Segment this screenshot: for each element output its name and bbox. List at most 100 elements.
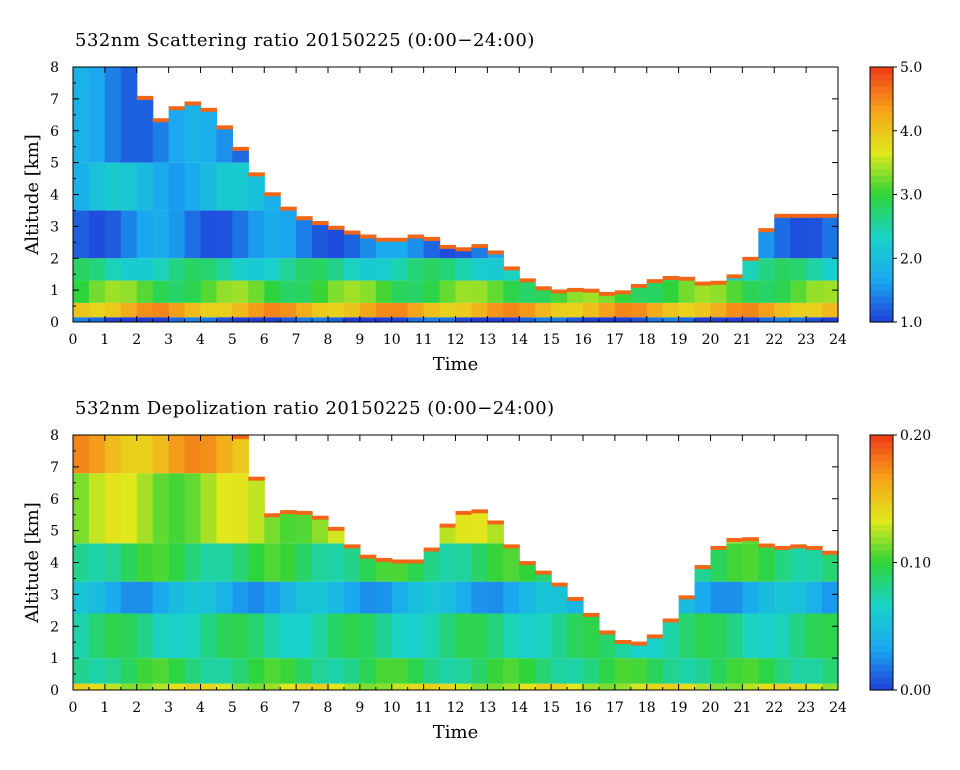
heatmap-cell	[312, 658, 329, 684]
heatmap-cell	[104, 258, 122, 281]
heatmap-cell	[646, 637, 664, 659]
colorbar-segment	[870, 98, 893, 106]
heatmap-cell	[328, 543, 345, 582]
heatmap-cell	[312, 543, 329, 582]
heatmap-cell	[200, 543, 218, 582]
heatmap-cell	[598, 302, 616, 318]
heatmap-cell	[359, 258, 377, 281]
colorbar-segment	[870, 315, 893, 323]
x-tick-label: 16	[574, 700, 592, 716]
cloud-edge	[407, 234, 425, 239]
heatmap-cell	[200, 162, 218, 211]
heatmap-cell	[296, 317, 313, 322]
x-tick-label: 11	[415, 332, 433, 348]
heatmap-cell	[535, 658, 552, 684]
cloud-edge	[678, 276, 696, 281]
heatmap-cell	[232, 280, 249, 303]
heatmap-cell	[487, 658, 504, 684]
cloud-edge	[614, 639, 632, 644]
heatmap-cell	[758, 258, 775, 281]
heatmap-cell	[822, 658, 839, 684]
heatmap-cell	[726, 302, 743, 318]
heatmap-cell	[519, 683, 536, 691]
heatmap-cell	[726, 613, 743, 659]
colorbar-segment	[870, 473, 893, 481]
cloud-edge	[630, 641, 648, 646]
heatmap-cell	[248, 613, 265, 659]
heatmap-cell	[168, 543, 186, 582]
heatmap-cell	[407, 237, 425, 259]
heatmap-cell	[136, 258, 154, 281]
heatmap-cell	[359, 557, 377, 582]
heatmap-cell	[407, 658, 425, 684]
heatmap-cell	[710, 581, 728, 614]
heatmap-cell	[264, 258, 281, 281]
heatmap-cell	[280, 302, 297, 318]
heatmap-cell	[296, 613, 313, 659]
cloud-edge	[614, 290, 632, 295]
cloud-edge	[487, 520, 504, 525]
heatmap-cell	[822, 317, 839, 322]
heatmap-cell	[806, 216, 823, 259]
heatmap-cell	[232, 317, 249, 322]
heatmap-cell	[503, 683, 520, 691]
colorbar-segment	[870, 645, 893, 653]
heatmap-cell	[391, 581, 409, 614]
heatmap-cell	[551, 292, 568, 303]
x-tick-label: 10	[383, 700, 401, 716]
heatmap-cell	[471, 613, 488, 659]
heatmap-cell	[423, 683, 441, 691]
heatmap-cell	[598, 658, 616, 684]
heatmap-cell	[471, 302, 488, 318]
colorbar-segment	[870, 169, 893, 176]
chart-title: 532nm Scattering ratio 20150225 (0:00−24…	[75, 30, 535, 51]
heatmap-cell	[200, 110, 218, 163]
heatmap-cell	[583, 317, 600, 322]
colorbar-segment	[870, 162, 893, 170]
heatmap-cell	[88, 67, 106, 163]
cloud-edge	[519, 278, 536, 283]
heatmap-cell	[168, 210, 186, 259]
colorbar-segment	[870, 111, 893, 119]
cloud-edge	[551, 289, 568, 294]
heatmap-cell	[73, 543, 90, 582]
heatmap-cell	[136, 613, 154, 659]
colorbar-segment	[870, 479, 893, 487]
heatmap-cell	[662, 302, 680, 318]
heatmap-cell	[806, 658, 823, 684]
heatmap-cell	[567, 683, 584, 691]
heatmap-cell	[312, 223, 329, 259]
colorbar-segment	[870, 213, 893, 221]
heatmap-cell	[152, 280, 170, 303]
heatmap-cell	[136, 280, 154, 303]
heatmap-cell	[758, 683, 775, 691]
heatmap-cell	[471, 581, 488, 614]
heatmap-cell	[375, 683, 393, 691]
x-tick-label: 12	[447, 700, 465, 716]
heatmap-cell	[184, 210, 202, 259]
y-tick-label: 8	[50, 428, 59, 444]
heatmap-cell	[184, 435, 202, 474]
heatmap-cell	[535, 683, 552, 691]
heatmap-cell	[694, 581, 712, 614]
heatmap-cell	[232, 149, 249, 163]
colorbar-segment	[870, 441, 893, 449]
colorbar-segment	[870, 86, 893, 94]
heatmap-cell	[296, 258, 313, 281]
x-tick-label: 16	[574, 332, 592, 348]
colorbar-segment	[870, 588, 893, 595]
colorbar-segment	[870, 607, 893, 615]
heatmap-cell	[439, 581, 457, 614]
colorbar-segment	[870, 220, 893, 227]
heatmap-cell	[184, 683, 202, 691]
heatmap-cell	[296, 513, 313, 544]
heatmap-cell	[152, 613, 170, 659]
x-tick-label: 23	[797, 700, 815, 716]
colorbar-segment	[870, 568, 893, 576]
cloud-edge	[774, 213, 791, 218]
y-tick-label: 3	[50, 587, 59, 603]
heatmap-cell	[216, 128, 233, 163]
heatmap-cell	[790, 302, 807, 318]
heatmap-cell	[312, 581, 329, 614]
heatmap-cell	[232, 302, 249, 318]
